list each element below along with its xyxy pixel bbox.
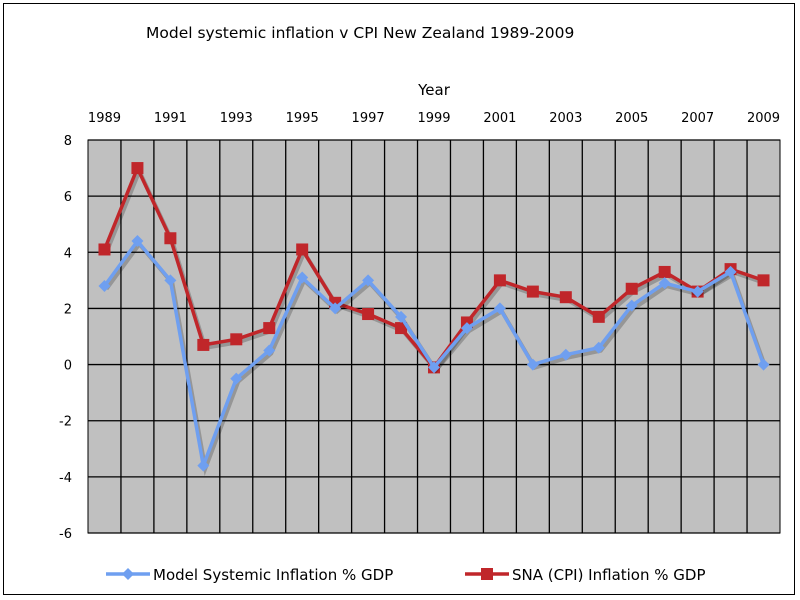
x-tick-label: 2001	[483, 111, 516, 126]
y-tick-label: 6	[64, 190, 72, 205]
data-point	[625, 282, 638, 295]
data-point	[296, 243, 309, 256]
data-point	[197, 338, 210, 351]
data-point	[493, 302, 506, 315]
y-tick-label: -4	[59, 471, 72, 486]
plot-area	[87, 139, 781, 534]
data-point	[691, 285, 704, 298]
data-point	[493, 274, 506, 287]
chart-title: Model systemic inflation v CPI New Zeala…	[146, 24, 575, 42]
data-point	[526, 285, 539, 298]
legend-label: SNA (CPI) Inflation % GDP	[512, 566, 706, 584]
data-point	[164, 274, 177, 287]
y-tick-label: 8	[64, 134, 72, 149]
x-tick-label: 1995	[286, 111, 319, 126]
y-tick-label: 0	[64, 359, 72, 374]
data-point	[559, 291, 572, 304]
data-point	[526, 358, 539, 371]
legend-item-1: SNA (CPI) Inflation % GDP	[465, 566, 706, 584]
legend-marker	[122, 568, 134, 580]
data-point	[724, 265, 737, 278]
x-tick-label: 1997	[352, 111, 385, 126]
legend-label: Model Systemic Inflation % GDP	[153, 566, 393, 584]
data-point	[658, 265, 671, 278]
data-point	[460, 322, 473, 335]
y-axis-ticks: 8 6 4 2 0 -2 -4 -6	[59, 134, 72, 542]
data-point	[230, 372, 243, 385]
data-point	[362, 274, 375, 287]
data-point	[263, 344, 276, 357]
x-axis-ticks: 1989 1991 1993 1995 1997 1999 2001 2003 2005 2007…	[88, 111, 780, 126]
data-point	[197, 459, 210, 472]
legend-item-0: Model Systemic Inflation % GDP	[106, 566, 393, 584]
data-point	[395, 322, 408, 335]
data-point	[362, 308, 375, 321]
x-tick-label: 1991	[154, 111, 187, 126]
data-point	[559, 348, 572, 361]
y-tick-label: -2	[59, 415, 72, 430]
x-tick-label: 2005	[615, 111, 648, 126]
data-point	[428, 361, 440, 374]
x-axis-title: Year	[417, 81, 451, 99]
x-tick-label: 1989	[88, 111, 121, 126]
x-tick-label: 2003	[549, 111, 582, 126]
data-point	[757, 358, 770, 371]
x-tick-label: 2009	[747, 111, 780, 126]
y-tick-label: 2	[64, 302, 72, 317]
data-point	[658, 277, 671, 290]
x-tick-label: 1999	[417, 111, 450, 126]
y-tick-label: 4	[64, 246, 72, 261]
y-tick-label: -6	[59, 527, 72, 542]
data-point	[592, 341, 605, 354]
data-point	[625, 299, 638, 312]
data-point	[263, 322, 276, 335]
x-tick-label: 1993	[220, 111, 253, 126]
data-point	[395, 310, 408, 323]
data-point	[98, 279, 111, 292]
gridlines	[88, 139, 780, 534]
data-point	[757, 274, 770, 287]
legend-marker	[481, 568, 493, 580]
legend: Model Systemic Inflation % GDP SNA (CPI) …	[106, 566, 706, 584]
data-point	[329, 302, 342, 315]
data-point	[296, 271, 309, 284]
data-point	[98, 243, 111, 256]
series-layer	[98, 162, 770, 477]
x-tick-label: 2007	[681, 111, 714, 126]
data-point	[164, 232, 177, 245]
data-point	[592, 310, 605, 323]
data-point	[131, 162, 144, 175]
data-point	[131, 235, 144, 248]
series-0	[98, 235, 770, 477]
data-point	[230, 333, 243, 346]
